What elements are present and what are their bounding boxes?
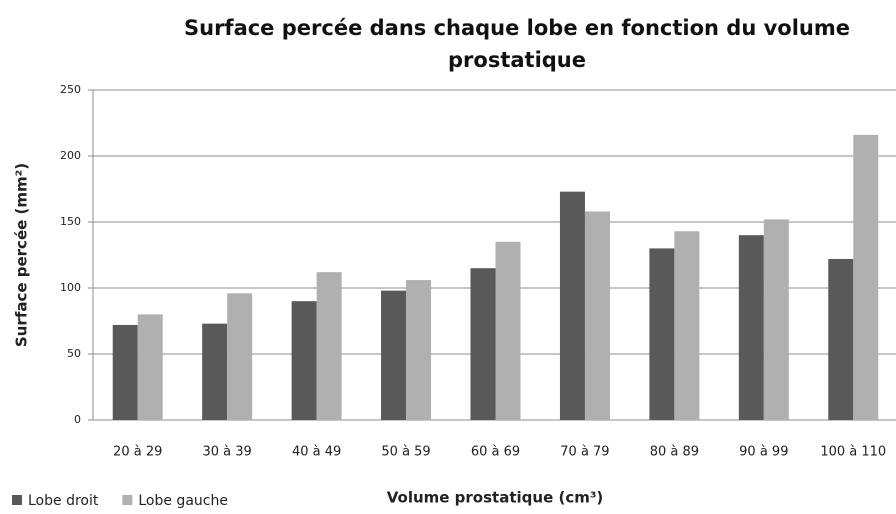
y-axis-label: Surface percée (mm²)	[13, 163, 31, 347]
y-tick-label: 250	[60, 83, 81, 96]
chart-title: Surface percée dans chaque lobe en fonct…	[184, 16, 850, 72]
bar	[227, 293, 253, 420]
bar	[559, 191, 585, 420]
x-tick-label: 100 à 110	[820, 445, 886, 460]
bar	[381, 290, 407, 420]
x-axis-label: Volume prostatique (cm³)	[387, 489, 604, 507]
legend-label: Lobe gauche	[138, 493, 228, 509]
bar	[202, 323, 228, 420]
bar	[828, 258, 854, 420]
legend-label: Lobe droit	[28, 493, 99, 509]
y-tick-label: 0	[74, 413, 81, 426]
bar	[137, 314, 163, 420]
x-tick-label: 20 à 29	[113, 445, 162, 460]
bar	[649, 248, 675, 420]
y-tick-label: 50	[67, 347, 81, 360]
legend-swatch	[122, 495, 133, 505]
bar	[674, 231, 700, 420]
x-tick-label: 80 à 89	[650, 445, 699, 460]
bar	[470, 268, 496, 420]
bar	[584, 211, 610, 420]
x-tick-label: 70 à 79	[560, 445, 609, 460]
x-tick-label: 50 à 59	[381, 445, 430, 460]
bar	[112, 324, 138, 420]
bar	[495, 241, 521, 420]
x-tick-label: 30 à 39	[203, 445, 252, 460]
x-tick-label: 90 à 99	[739, 445, 788, 460]
y-tick-label: 200	[60, 149, 81, 162]
bar	[316, 272, 342, 420]
x-tick-label: 60 à 69	[471, 445, 520, 460]
legend-swatch	[12, 495, 22, 505]
bar	[738, 235, 764, 420]
bar	[763, 219, 789, 420]
bar	[291, 301, 317, 420]
y-tick-label: 150	[60, 215, 81, 228]
bar	[406, 280, 432, 420]
x-tick-label: 40 à 49	[292, 445, 341, 460]
bar	[853, 134, 879, 420]
y-tick-label: 100	[60, 281, 81, 294]
